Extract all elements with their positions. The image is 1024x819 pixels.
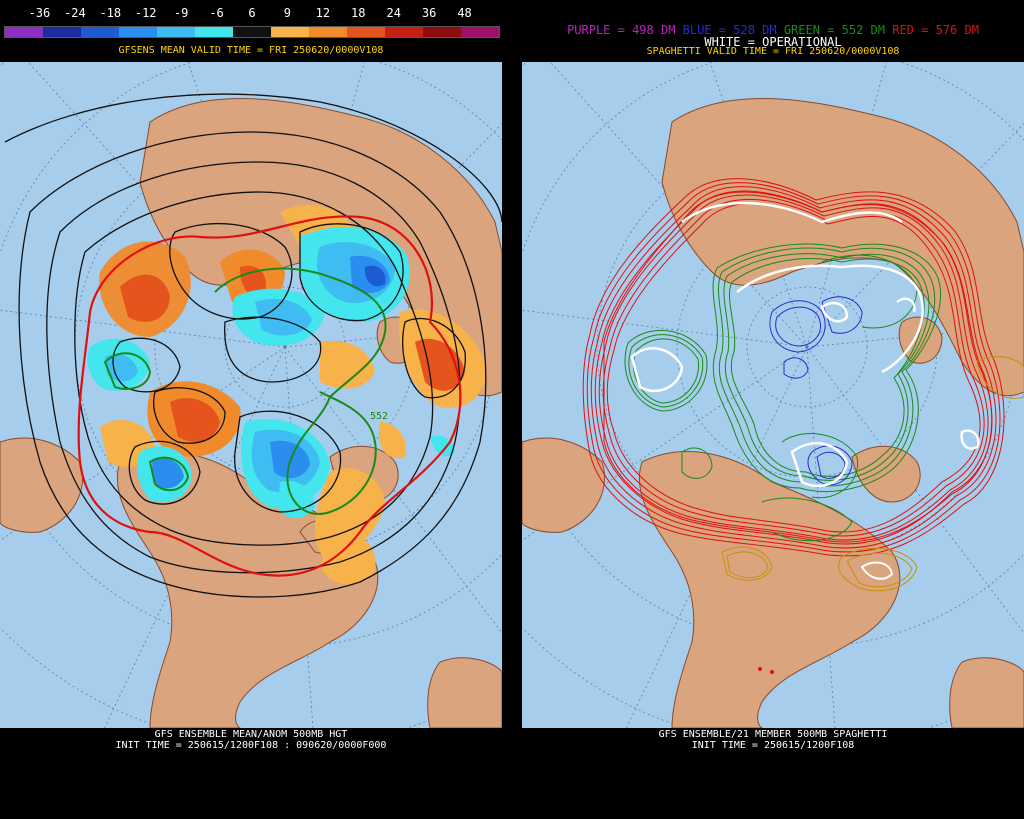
height-contours — [4, 93, 502, 598]
scale-label: 6 — [248, 6, 256, 20]
scale-label: -24 — [64, 6, 86, 20]
gold-spaghetti — [721, 356, 1024, 592]
scale-label: 12 — [315, 6, 331, 20]
green-552-contour — [214, 267, 387, 515]
contour-legend: PURPLE = 498 DM BLUE = 528 DM GREEN = 55… — [522, 24, 1024, 36]
scale-swatch — [43, 27, 81, 37]
legend-green: GREEN = 552 DM — [783, 23, 885, 37]
spaghetti-map — [522, 62, 1024, 728]
anomaly-color-scale: -36 -24 -18 -12 -9 -6 6 9 12 18 24 36 48 — [4, 6, 500, 38]
scale-swatch — [119, 27, 157, 37]
landmass — [522, 98, 1024, 728]
scale-swatch — [423, 27, 461, 37]
green-552-spaghetti — [624, 243, 941, 542]
scale-color-bar — [4, 26, 500, 38]
scale-label: 24 — [386, 6, 401, 20]
scale-swatch — [271, 27, 309, 37]
mean-valid-time-caption: GFSENS MEAN VALID TIME = FRI 250620/0000… — [118, 45, 384, 56]
scale-swatch — [233, 27, 271, 37]
scale-swatch — [195, 27, 233, 37]
mean-init-time: INIT TIME = 250615/1200F108 : 090620/000… — [115, 740, 387, 751]
scale-label: 18 — [351, 6, 366, 20]
scale-label: -36 — [28, 6, 51, 20]
anomaly-panel: -36 -24 -18 -12 -9 -6 6 9 12 18 24 36 48 GFSENS MEAN… — [0, 0, 502, 819]
anomaly-map-svg: 552 — [0, 62, 502, 728]
scale-label: 36 — [421, 6, 437, 20]
operational-contours — [630, 201, 980, 488]
spaghetti-map-svg — [522, 62, 1024, 728]
contour-label-552: 552 — [370, 411, 388, 422]
anomaly-fills — [87, 204, 486, 585]
spaghetti-valid-time-caption: SPAGHETTI VALID TIME = FRI 250620/0000V1… — [646, 46, 900, 57]
scale-labels: -36 -24 -18 -12 -9 -6 6 9 12 18 24 36 48 — [4, 6, 500, 22]
scale-swatch — [309, 27, 347, 37]
scale-label: 9 — [283, 6, 292, 20]
scale-swatch — [347, 27, 385, 37]
spaghetti-title: GFS ENSEMBLE/21 MEMBER 500MB SPAGHETTI — [658, 729, 888, 740]
anomaly-map: 552 — [0, 62, 502, 728]
scale-label: -9 — [173, 6, 189, 20]
scale-swatch — [385, 27, 423, 37]
legend-white: WHITE = OPERATIONAL — [704, 35, 842, 49]
scale-swatch — [81, 27, 119, 37]
legend-purple: PURPLE = 498 DM — [567, 23, 676, 37]
legend-red: RED = 576 DM — [892, 23, 979, 37]
red-576-spaghetti — [582, 178, 1005, 557]
scale-label: -6 — [209, 6, 224, 20]
scale-swatch — [5, 27, 43, 37]
blue-528-spaghetti — [769, 296, 863, 486]
legend-blue: BLUE = 528 DM — [682, 23, 777, 37]
scale-label: -18 — [99, 6, 122, 20]
mean-anom-title: GFS ENSEMBLE MEAN/ANOM 500MB HGT — [154, 729, 348, 740]
scale-label: 48 — [457, 6, 472, 20]
scale-swatch — [157, 27, 195, 37]
spaghetti-init-time: INIT TIME = 250615/1200F108 — [691, 740, 855, 751]
scale-label: -12 — [134, 6, 157, 20]
scale-swatch — [461, 27, 499, 37]
red-576-contour — [77, 215, 462, 577]
spaghetti-panel: PURPLE = 498 DM BLUE = 528 DM GREEN = 55… — [522, 0, 1024, 819]
